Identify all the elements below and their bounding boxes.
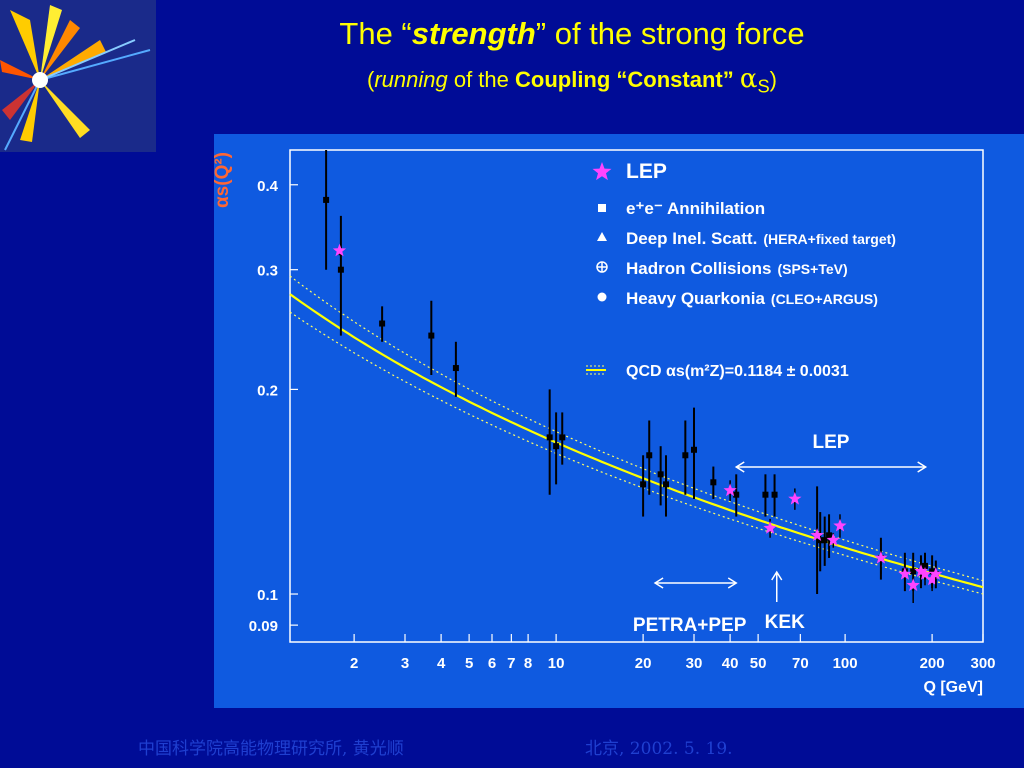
x-tick-label: 8 [524, 655, 532, 672]
qcd-fit-band [289, 275, 984, 595]
legend-fit-label: QCD αs(m²Z)=0.1184 ± 0.0031 [626, 363, 849, 380]
plot-frame [289, 149, 984, 643]
x-tick-label: 100 [833, 655, 858, 672]
logo-image [0, 0, 156, 152]
x-tick-label: 20 [635, 655, 652, 672]
legend-note: (HERA+fixed target) [763, 231, 896, 247]
legend-star [592, 162, 612, 181]
y-tick-label: 0.3 [257, 263, 278, 280]
data-points [323, 150, 943, 604]
legend-circle [597, 292, 607, 302]
chart-background [214, 134, 1024, 708]
legend-label: e⁺e⁻ Annihilation [626, 199, 765, 218]
lep-point [788, 491, 802, 505]
ee-point [452, 365, 459, 372]
legend-label: Hadron Collisions (SPS+TeV) [626, 259, 848, 278]
x-tick-label: 70 [792, 655, 809, 672]
qcd-fit-central [289, 293, 984, 589]
kek-label: KEK [765, 612, 805, 633]
lep-point [914, 564, 928, 577]
ee-point [337, 266, 344, 273]
ee-point [733, 491, 740, 498]
ee-point [640, 481, 647, 488]
slide-subtitle: (running of the Coupling “Constant” αS) [367, 64, 777, 97]
lep-range-arrow-heads [734, 461, 928, 473]
lep-point [763, 521, 777, 534]
ee-point [826, 532, 833, 539]
lep-range-label: LEP [812, 432, 849, 453]
kek-arrow-head [771, 570, 783, 581]
x-tick-label: 4 [437, 655, 446, 672]
legend-note: (SPS+TeV) [777, 261, 847, 277]
lep-point [833, 518, 847, 532]
lep-point [723, 483, 737, 497]
slide-title: The “strength” of the strong force [339, 16, 805, 51]
ee-point [762, 491, 769, 498]
ee-point [821, 537, 828, 544]
x-tick-label: 200 [920, 655, 945, 672]
ee-point [771, 491, 778, 498]
ee-point [546, 434, 553, 441]
ee-point [691, 446, 698, 453]
lep-point [898, 567, 912, 580]
lep-point [810, 528, 824, 541]
x-axis-label: Q [GeV] [923, 679, 983, 696]
lep-point [826, 533, 840, 546]
x-tick-label: 5 [465, 655, 473, 672]
x-tick-label: 3 [401, 655, 409, 672]
footer-date: 北京, 2002. 5. 19. [585, 739, 733, 759]
x-tick-label: 300 [970, 655, 995, 672]
qcd-fit-lower [289, 311, 984, 595]
y-tick-label: 0.1 [257, 587, 278, 604]
x-tick-label: 40 [722, 655, 739, 672]
ee-point [559, 434, 566, 441]
lep-point [929, 567, 943, 580]
ee-point [710, 479, 717, 486]
x-tick-label: 7 [507, 655, 515, 672]
legend-label: LEP [626, 160, 667, 183]
axis-ticks: 2 3 4 5 6 7 8 10 20 30 40 50 70 100 200 300 0.09 0.1 0.2 0.… [249, 178, 996, 672]
ee-point [646, 452, 653, 459]
qcd-fit-upper [289, 275, 984, 582]
lep-point [332, 243, 347, 257]
ee-point [379, 320, 386, 327]
annotations: LEP PETRA+PEP KEK [633, 432, 928, 636]
y-tick-label: 0.09 [249, 618, 278, 635]
ee-point [662, 481, 669, 488]
chart-svg: αs(Q²) Q [GeV] 2 3 4 5 6 7 8 10 20 30 40 50 70 100 200… [212, 134, 1024, 708]
x-tick-label: 30 [686, 655, 703, 672]
ee-point [682, 452, 689, 459]
legend-triangle [597, 232, 607, 241]
x-tick-label: 6 [488, 655, 496, 672]
lep-point [906, 578, 920, 591]
legend-cross-lines [597, 262, 607, 272]
petra-pep-label: PETRA+PEP [633, 615, 747, 636]
y-axis-label: αs(Q²) [214, 152, 233, 208]
legend-square [598, 204, 606, 212]
footer-author: 中国科学院高能物理研究所, 黄光顺 [138, 739, 404, 759]
ee-point [323, 196, 330, 203]
x-tick-label: 50 [750, 655, 767, 672]
ee-point [553, 443, 560, 450]
lep-point [918, 567, 932, 580]
legend-note: (CLEO+ARGUS) [771, 291, 878, 307]
lep-point [874, 550, 888, 564]
y-tick-label: 0.2 [257, 382, 278, 399]
legend-label: Heavy Quarkonia (CLEO+ARGUS) [626, 289, 878, 308]
x-tick-label: 2 [350, 655, 358, 672]
ee-point [428, 332, 435, 339]
x-tick-label: 10 [548, 655, 565, 672]
ee-point [657, 471, 664, 478]
y-tick-label: 0.4 [257, 178, 279, 195]
petra-pep-arrow-heads [653, 577, 738, 589]
alphas-running-chart: αs(Q²) Q [GeV] 2 3 4 5 6 7 8 10 20 30 40 50 70 100 200… [212, 134, 1024, 708]
